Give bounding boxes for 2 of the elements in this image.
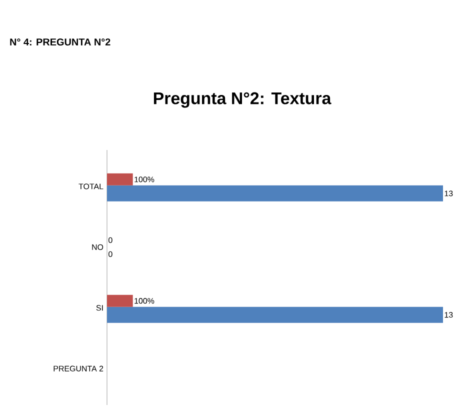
chart-title: Pregunta N°2: Textura: [154, 92, 332, 108]
text: N° 4: PREGUNTA N°2: [10, 38, 110, 46]
